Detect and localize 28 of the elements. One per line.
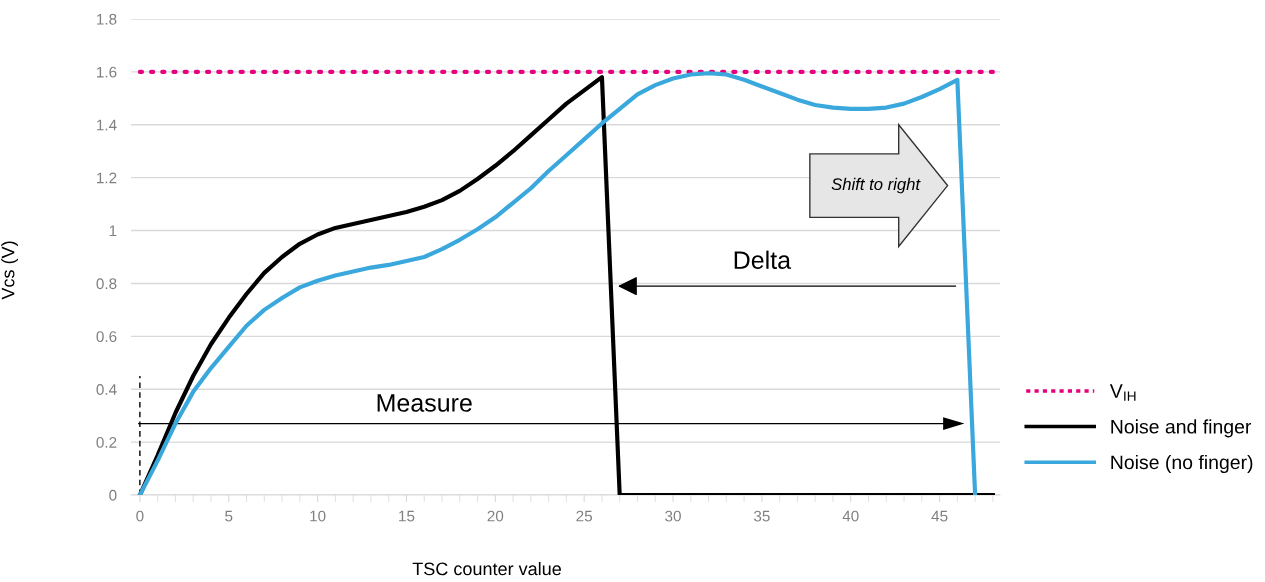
annotation: Measure bbox=[377, 394, 472, 412]
y-tick-label: 0 bbox=[109, 489, 117, 501]
x-tick-label: 5 bbox=[225, 510, 233, 522]
y-tick-label: 0.6 bbox=[96, 331, 117, 343]
y-tick-label: 1 bbox=[109, 225, 117, 237]
x-tick-label: 30 bbox=[665, 510, 681, 522]
y-tick-label: 1.6 bbox=[97, 66, 117, 78]
y-axis-title: Vcs (V) bbox=[1, 241, 18, 300]
legend-label: Noise and finger bbox=[1111, 419, 1252, 438]
y-tick-label: 0.8 bbox=[96, 278, 117, 290]
y-tick-label: 0.4 bbox=[96, 384, 117, 395]
x-tick-label: 15 bbox=[399, 510, 415, 522]
x-tick-label: 25 bbox=[576, 510, 593, 522]
legend-label: Noise (no finger) bbox=[1111, 454, 1253, 474]
x-tick-label: 40 bbox=[842, 510, 859, 522]
x-axis-title: TSC counter value bbox=[412, 562, 561, 576]
legend-label: V$_{IH}$ bbox=[1109, 384, 1136, 401]
y-tick-label: 1.4 bbox=[97, 119, 117, 131]
y-tick-label: 1.8 bbox=[97, 13, 117, 25]
x-tick-label: 35 bbox=[753, 510, 770, 522]
x-tick-label: 0 bbox=[136, 510, 144, 522]
annotation: Shift to right bbox=[831, 177, 921, 194]
x-tick-label: 10 bbox=[310, 510, 326, 522]
x-tick-label: 20 bbox=[487, 510, 504, 522]
y-tick-label: 0.2 bbox=[96, 436, 117, 448]
y-tick-label: 1.2 bbox=[97, 172, 117, 184]
annotation: Delta bbox=[734, 250, 792, 269]
x-tick-label: 45 bbox=[931, 510, 948, 522]
